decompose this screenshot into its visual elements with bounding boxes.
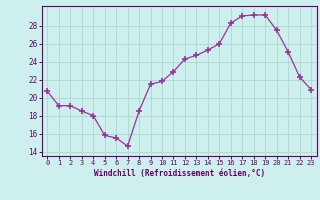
- X-axis label: Windchill (Refroidissement éolien,°C): Windchill (Refroidissement éolien,°C): [94, 169, 265, 178]
